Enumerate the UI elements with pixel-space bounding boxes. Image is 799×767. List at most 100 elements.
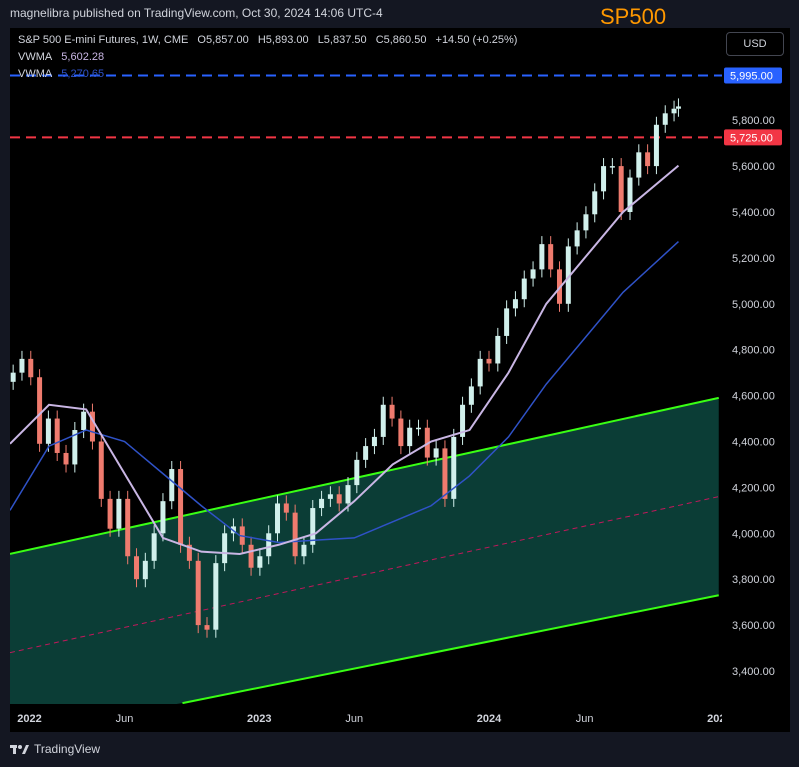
price-tick-label: 4,400.00 <box>732 437 775 449</box>
candle-body <box>460 404 466 437</box>
candle-body <box>169 469 175 502</box>
time-tick-label: Jun <box>116 713 134 725</box>
time-axis[interactable]: 2022 Jun 2023 Jun 2024 Jun 2025 <box>10 704 732 732</box>
publisher-caption: magnelibra published on TradingView.com,… <box>10 6 383 20</box>
candle-body <box>468 386 474 405</box>
candle-body <box>653 124 659 167</box>
time-axis-svg: 2022 Jun 2023 Jun 2024 Jun 2025 <box>17 713 731 725</box>
brand: TradingView <box>10 742 100 756</box>
candle-body <box>28 358 34 378</box>
candle-body <box>336 494 342 504</box>
legend-change: +14.50 (+0.25%) <box>435 34 518 46</box>
candle-body <box>530 269 536 279</box>
time-tick-label: 2025 <box>707 713 722 725</box>
candle-body <box>195 560 201 626</box>
candle-body <box>636 152 642 178</box>
candle-body <box>574 230 580 247</box>
candle-body <box>301 544 307 557</box>
candle-body <box>609 166 615 168</box>
axis-corner <box>722 704 790 732</box>
candle-body <box>63 452 69 465</box>
candle-body <box>116 498 122 529</box>
legend-open: O5,857.00 <box>197 34 249 46</box>
tradingview-logo-icon <box>10 745 29 754</box>
candle-body <box>407 427 413 447</box>
candle-body <box>319 498 325 509</box>
candle-body <box>671 108 677 114</box>
candle-body <box>310 508 316 545</box>
candle-body <box>504 308 510 336</box>
candle-body <box>107 498 113 529</box>
candle-body <box>345 485 351 504</box>
candle-body <box>257 556 263 568</box>
time-tick-label: 2024 <box>477 713 502 725</box>
legend-vwma-fast: VWMA 5,602.28 <box>18 51 110 63</box>
candle-body <box>486 358 492 364</box>
candle-body <box>451 436 457 499</box>
candle-body <box>398 418 404 447</box>
candle-body <box>442 448 448 499</box>
candle-body <box>565 246 571 304</box>
candle-body <box>645 152 651 167</box>
level-tag-1 <box>724 129 782 146</box>
price-axis[interactable]: 3,400.00 3,600.00 3,800.00 4,000.00 4,200.00… <box>722 28 790 704</box>
time-tick-label: Jun <box>345 713 363 725</box>
candle-body <box>433 448 439 458</box>
price-tick-label: 4,000.00 <box>732 528 775 540</box>
candle-body <box>539 244 545 270</box>
candle-body <box>477 358 483 387</box>
candle-body <box>266 533 272 557</box>
legend-vwma-fast-value: 5,602.28 <box>61 51 105 63</box>
legend-close: C5,860.50 <box>375 34 427 46</box>
currency-button[interactable]: USD <box>726 32 784 56</box>
price-tick-label: 3,800.00 <box>732 574 775 586</box>
chart-area[interactable]: S&P 500 E-mini Futures, 1W, CME O5,857.0… <box>10 28 722 704</box>
candle-body <box>10 372 16 382</box>
price-tick-label: 4,800.00 <box>732 345 775 357</box>
candle-body <box>354 459 360 486</box>
candle-body <box>19 358 25 373</box>
candle-body <box>213 563 219 630</box>
candle-body <box>512 299 518 309</box>
candle-body <box>81 411 87 431</box>
channel-mid-line <box>10 496 719 654</box>
candle-body <box>37 377 43 444</box>
time-tick-label: 2023 <box>247 713 271 725</box>
candle-body <box>134 556 140 580</box>
price-tick-label: 5,800.00 <box>732 115 775 127</box>
candle-body <box>142 560 148 580</box>
candle-body <box>160 501 166 534</box>
level-tag-label-1: 5,725.00 <box>730 132 773 144</box>
candle-body <box>380 404 386 437</box>
level-tag-0 <box>724 67 782 84</box>
candle-body <box>389 404 395 419</box>
candle-body <box>662 113 668 125</box>
candle-body <box>583 214 589 231</box>
candle-body <box>222 533 228 564</box>
price-tick-label: 3,400.00 <box>732 666 775 678</box>
price-axis-svg: 3,400.00 3,600.00 3,800.00 4,000.00 4,200.00… <box>724 67 782 678</box>
legend-vwma-fast-label: VWMA <box>18 51 53 63</box>
candle-body <box>675 106 681 109</box>
price-tick-label: 3,600.00 <box>732 620 775 632</box>
candle-body <box>283 503 289 513</box>
time-tick-label: Jun <box>576 713 594 725</box>
candle-body <box>601 166 607 192</box>
vwma-fast-line <box>10 164 680 555</box>
candle-body <box>72 430 78 465</box>
candle-body <box>54 418 60 453</box>
price-tick-label: 5,400.00 <box>732 207 775 219</box>
channel-lower-line <box>182 594 719 704</box>
candle-body <box>125 498 131 557</box>
candle-body <box>292 512 298 557</box>
price-tick-label: 5,000.00 <box>732 299 775 311</box>
candle-body <box>592 191 598 215</box>
time-tick-label: 2022 <box>17 713 41 725</box>
legend-symbol-row: S&P 500 E-mini Futures, 1W, CME O5,857.0… <box>18 34 523 46</box>
price-plot[interactable] <box>10 28 722 704</box>
candle-body <box>548 244 554 270</box>
candle-body <box>363 446 369 460</box>
candle-body <box>89 411 95 442</box>
candle-body <box>495 335 501 364</box>
candle-body <box>416 427 422 430</box>
